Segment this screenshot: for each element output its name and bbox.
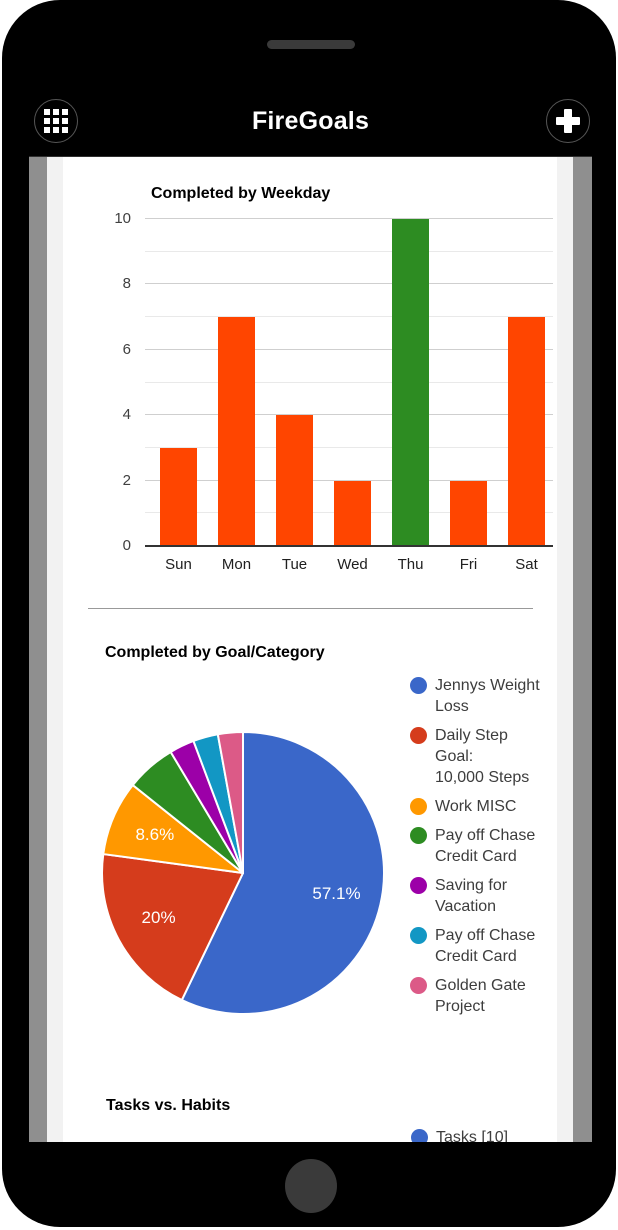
pie-slice[interactable] <box>180 731 385 1015</box>
legend-item[interactable]: Saving for Vacation <box>410 875 550 917</box>
gridline <box>145 381 553 383</box>
bar-fri[interactable] <box>450 480 487 546</box>
legend-item[interactable]: Daily Step Goal: 10,000 Steps <box>410 725 550 788</box>
gridline <box>145 250 553 252</box>
charts-page: Completed by Weekday Completed by Goal/C… <box>63 157 557 1142</box>
x-axis-tick-label: Thu <box>397 556 424 573</box>
menu-button[interactable] <box>34 99 78 143</box>
home-button <box>285 1159 337 1213</box>
x-axis-tick-label: Tue <box>281 556 308 573</box>
legend-label: Saving for Vacation <box>435 877 508 915</box>
pie-chart: 57.1% 20% 8.6% <box>101 731 385 1015</box>
x-axis-line <box>145 545 553 547</box>
bar-chart-title: Completed by Weekday <box>151 185 331 202</box>
legend-item[interactable]: Pay off Chase Credit Card <box>410 925 550 967</box>
legend-dot <box>410 677 427 694</box>
gridline <box>145 446 553 448</box>
legend-dot <box>411 1129 428 1142</box>
gridline <box>145 414 553 416</box>
legend-label: Tasks [10] <box>436 1129 509 1142</box>
x-axis-tick-label: Wed <box>337 556 368 573</box>
app-screen: FireGoals Completed by Weekday <box>29 85 592 1142</box>
pie-percent-label: 20% <box>141 908 176 928</box>
plus-icon <box>556 109 580 133</box>
pie-slice[interactable] <box>101 853 244 1002</box>
x-axis-tick-label: Mon <box>221 556 252 573</box>
legend-label: Jennys Weight Loss <box>435 677 540 715</box>
x-axis-tick-label: Fri <box>459 556 478 573</box>
bar-tue[interactable] <box>276 415 313 546</box>
pie-percent-label: 57.1% <box>312 884 361 904</box>
bar-mon[interactable] <box>218 317 255 546</box>
legend-label: Work MISC <box>435 798 517 815</box>
y-axis-tick-label: 0 <box>122 537 131 554</box>
legend-dot <box>410 727 427 744</box>
pie-slice[interactable] <box>216 731 244 874</box>
x-axis-tick-label: Sat <box>515 556 538 573</box>
tasks-chart-legend: Tasks [10] <box>411 1127 551 1142</box>
y-axis-tick-label: 4 <box>122 406 131 424</box>
bar-sat[interactable] <box>508 317 545 546</box>
gridline <box>145 348 553 350</box>
pie-percent-label: 8.6% <box>135 825 175 845</box>
tasks-chart-title: Tasks vs. Habits <box>106 1097 231 1114</box>
gridline <box>145 218 553 219</box>
y-axis-tick-label: 10 <box>114 210 131 227</box>
app-header: FireGoals <box>29 85 592 157</box>
legend-label: Golden Gate Project <box>435 977 526 1015</box>
legend-item[interactable]: Jennys Weight Loss <box>410 675 550 717</box>
app-scroll-area[interactable]: Completed by Weekday Completed by Goal/C… <box>29 157 592 1142</box>
y-axis-tick-label: 2 <box>122 471 131 489</box>
section-divider <box>88 608 533 609</box>
x-axis-tick-label: Sun <box>165 556 192 573</box>
legend-item[interactable]: Work MISC <box>410 796 550 817</box>
pie-chart-title: Completed by Goal/Category <box>105 644 325 661</box>
legend-label: Daily Step Goal: 10,000 Steps <box>435 727 530 786</box>
y-axis-tick-label: 6 <box>122 340 131 358</box>
bar-thu[interactable] <box>392 219 429 546</box>
legend-dot <box>410 877 427 894</box>
legend-label: Pay off Chase Credit Card <box>435 827 536 865</box>
legend-item[interactable]: Pay off Chase Credit Card <box>410 825 550 867</box>
app-title: FireGoals <box>251 107 370 135</box>
speaker-slot <box>267 40 355 49</box>
y-axis-tick-label: 8 <box>122 275 131 293</box>
legend-dot <box>410 827 427 844</box>
grid-icon <box>44 109 68 133</box>
legend-label: Pay off Chase Credit Card <box>435 927 536 965</box>
gridline <box>145 283 553 285</box>
bar-sun[interactable] <box>160 447 197 546</box>
legend-dot <box>410 798 427 815</box>
add-button[interactable] <box>546 99 590 143</box>
legend-item[interactable]: Golden Gate Project <box>410 975 550 1017</box>
legend-dot <box>410 977 427 994</box>
pie-chart-legend: Jennys Weight Loss Daily Step Goal: 10,000 … <box>410 675 550 1017</box>
gridline <box>145 316 553 318</box>
bar-wed[interactable] <box>334 480 371 546</box>
legend-dot <box>410 927 427 944</box>
bar-chart <box>145 218 553 547</box>
gridline <box>145 479 553 481</box>
legend-item[interactable]: Tasks [10] <box>411 1127 551 1142</box>
